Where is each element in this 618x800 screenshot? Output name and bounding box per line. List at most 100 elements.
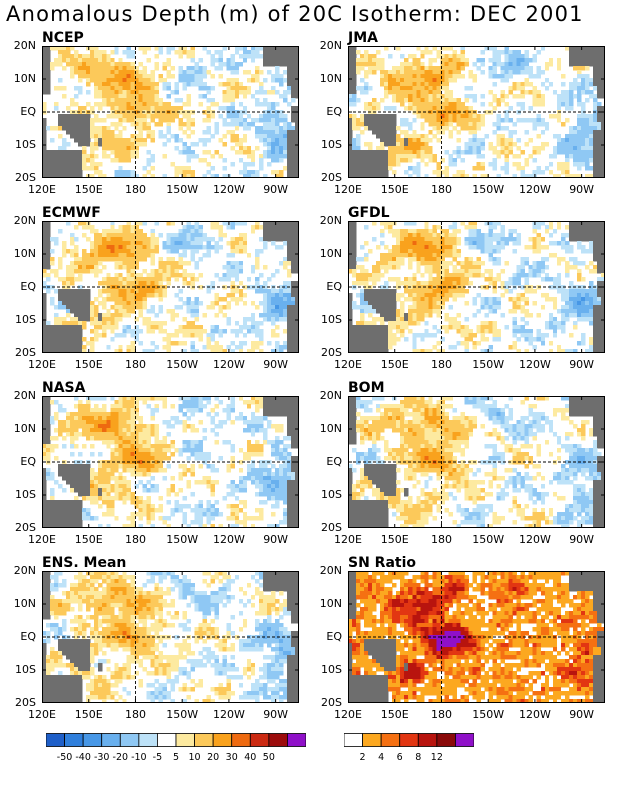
main-title: Anomalous Depth (m) of 20C Isotherm: DEC… xyxy=(6,2,584,26)
longitude-tick-label: 90W xyxy=(569,183,595,196)
latitude-tick-label: 10N xyxy=(13,247,36,260)
longitude-tick-label: 90W xyxy=(569,358,595,371)
latitude-tick-label: 20N xyxy=(319,39,342,52)
longitude-tick-label: 120W xyxy=(212,708,245,721)
latitude-tick-label: 10N xyxy=(13,422,36,435)
longitude-tick-label: 150E xyxy=(74,183,103,196)
map-field xyxy=(42,46,299,178)
latitude-tick-label: 20S xyxy=(15,696,36,709)
longitude-tick-label: 150E xyxy=(380,358,409,371)
longitude-tick-label: 90W xyxy=(263,533,289,546)
panel-title: ECMWF xyxy=(42,205,101,221)
longitude-tick-label: 150W xyxy=(472,533,505,546)
colorbar-tick-label: 12 xyxy=(430,752,443,763)
map-panel: ECMWF 20N 10N EQ 10S 20S 120E 150E 180 150W 120W 90… xyxy=(0,205,306,375)
map-panel: GFDL 20N 10N EQ 10S 20S 120E 150E 180 150W 120W 90W xyxy=(306,205,612,375)
longitude-tick-label: 120E xyxy=(334,708,362,721)
latitude-tick-label: 10N xyxy=(319,72,342,85)
colorbar-swatch xyxy=(287,733,306,747)
latitude-tick-label: 10N xyxy=(319,422,342,435)
latitude-tick-label: 20S xyxy=(321,346,342,359)
colorbar-swatch xyxy=(231,733,251,747)
latitude-tick-label: 10S xyxy=(15,138,36,151)
latitude-tick-label: 10N xyxy=(319,247,342,260)
longitude-tick-label: 120E xyxy=(334,183,362,196)
map-field xyxy=(348,221,605,353)
colorbar-tick-label: -20 xyxy=(112,752,129,763)
longitude-tick-label: 150E xyxy=(380,708,409,721)
sn-ratio-colorbar xyxy=(344,733,474,747)
longitude-tick-label: 90W xyxy=(569,533,595,546)
colorbar-swatch xyxy=(436,733,456,747)
map-panel: JMA 20N 10N EQ 10S 20S 120E 150E 180 150W 120W 90W xyxy=(306,30,612,200)
longitude-tick-label: 150E xyxy=(74,708,103,721)
latitude-tick-label: 10S xyxy=(321,313,342,326)
longitude-tick-label: 120E xyxy=(28,183,56,196)
latitude-tick-label: EQ xyxy=(20,105,36,118)
latitude-tick-label: 10N xyxy=(13,72,36,85)
longitude-tick-label: 120W xyxy=(212,358,245,371)
latitude-tick-label: 10N xyxy=(13,597,36,610)
map-panel: SN Ratio 20N 10N EQ 10S 20S 120E 150E 180 150W 120… xyxy=(306,555,612,725)
panel-title: NASA xyxy=(42,380,86,396)
colorbar-swatch xyxy=(157,733,177,747)
map-field xyxy=(348,396,605,528)
longitude-tick-label: 150W xyxy=(166,358,199,371)
longitude-tick-label: 180 xyxy=(124,708,146,721)
colorbar-tick-label: -10 xyxy=(131,752,147,763)
latitude-tick-label: 20S xyxy=(321,521,342,534)
latitude-tick-label: EQ xyxy=(20,630,36,643)
longitude-tick-label: 150E xyxy=(380,533,409,546)
map-field xyxy=(42,396,299,528)
colorbar-tick-label: -5 xyxy=(152,752,163,763)
latitude-tick-label: 20S xyxy=(15,171,36,184)
longitude-tick-label: 120E xyxy=(28,358,56,371)
longitude-tick-label: 120E xyxy=(334,533,362,546)
colorbar-tick-label: 30 xyxy=(225,752,238,763)
colorbar-swatch xyxy=(399,733,419,747)
longitude-tick-label: 180 xyxy=(430,183,452,196)
longitude-tick-label: 150W xyxy=(472,183,505,196)
colorbar-tick-label: -30 xyxy=(93,752,110,763)
latitude-tick-label: 10S xyxy=(321,663,342,676)
latitude-tick-label: 10S xyxy=(15,663,36,676)
latitude-tick-label: 20N xyxy=(319,214,342,227)
longitude-tick-label: 180 xyxy=(430,533,452,546)
latitude-tick-label: 20N xyxy=(319,389,342,402)
colorbar-tick-label: 20 xyxy=(207,752,220,763)
longitude-tick-label: 120E xyxy=(28,708,56,721)
panel-title: JMA xyxy=(348,30,378,46)
longitude-tick-label: 150E xyxy=(74,358,103,371)
map-field xyxy=(348,571,605,703)
panel-title: SN Ratio xyxy=(348,555,417,571)
colorbar-swatch xyxy=(138,733,158,747)
longitude-tick-label: 180 xyxy=(124,183,146,196)
latitude-tick-label: EQ xyxy=(326,105,342,118)
panel-title: ENS. Mean xyxy=(42,555,127,571)
map-field xyxy=(42,571,299,703)
colorbar-tick-label: 50 xyxy=(262,752,275,763)
colorbar-swatch xyxy=(417,733,438,747)
colorbar-swatch xyxy=(380,733,401,747)
colorbar-swatch xyxy=(46,733,65,747)
longitude-tick-label: 120W xyxy=(518,183,551,196)
longitude-tick-label: 180 xyxy=(124,533,146,546)
longitude-tick-label: 90W xyxy=(263,708,289,721)
longitude-tick-label: 150E xyxy=(380,183,409,196)
panel-title: BOM xyxy=(348,380,385,396)
longitude-tick-label: 150W xyxy=(166,533,199,546)
colorbar-tick-label: -40 xyxy=(75,752,91,763)
longitude-tick-label: 90W xyxy=(263,183,289,196)
latitude-tick-label: 20N xyxy=(13,564,36,577)
latitude-tick-label: 10S xyxy=(321,488,342,501)
colorbar-tick-label: -50 xyxy=(56,752,73,763)
latitude-tick-label: EQ xyxy=(326,630,342,643)
latitude-tick-label: EQ xyxy=(326,455,342,468)
colorbar-swatch xyxy=(212,733,233,747)
anomaly-colorbar xyxy=(46,733,306,747)
longitude-tick-label: 150E xyxy=(74,533,103,546)
latitude-tick-label: EQ xyxy=(20,280,36,293)
longitude-tick-label: 120W xyxy=(518,533,551,546)
colorbar-swatch xyxy=(194,733,214,747)
colorbar-swatch xyxy=(344,733,363,747)
